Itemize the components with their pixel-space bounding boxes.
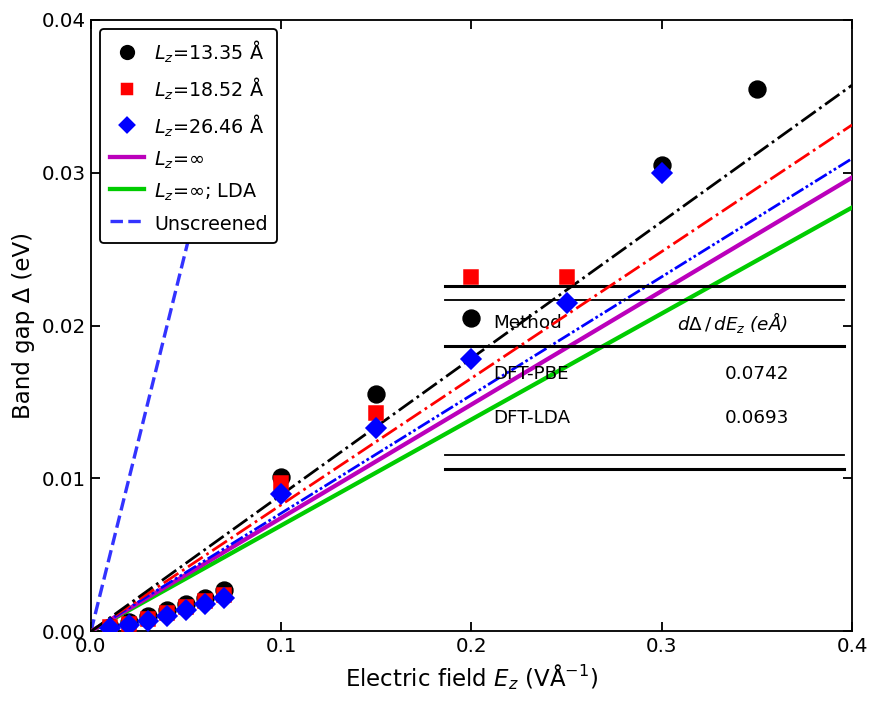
Y-axis label: Band gap Δ (eV): Band gap Δ (eV)	[12, 232, 35, 419]
X-axis label: Electric field $E_z$ (VÅ$^{-1}$): Electric field $E_z$ (VÅ$^{-1}$)	[345, 662, 598, 692]
Legend: $L_z$=13.35 Å, $L_z$=18.52 Å, $L_z$=26.46 Å, $L_z$=∞, $L_z$=∞; LDA, Unscreened: $L_z$=13.35 Å, $L_z$=18.52 Å, $L_z$=26.4…	[100, 30, 277, 243]
